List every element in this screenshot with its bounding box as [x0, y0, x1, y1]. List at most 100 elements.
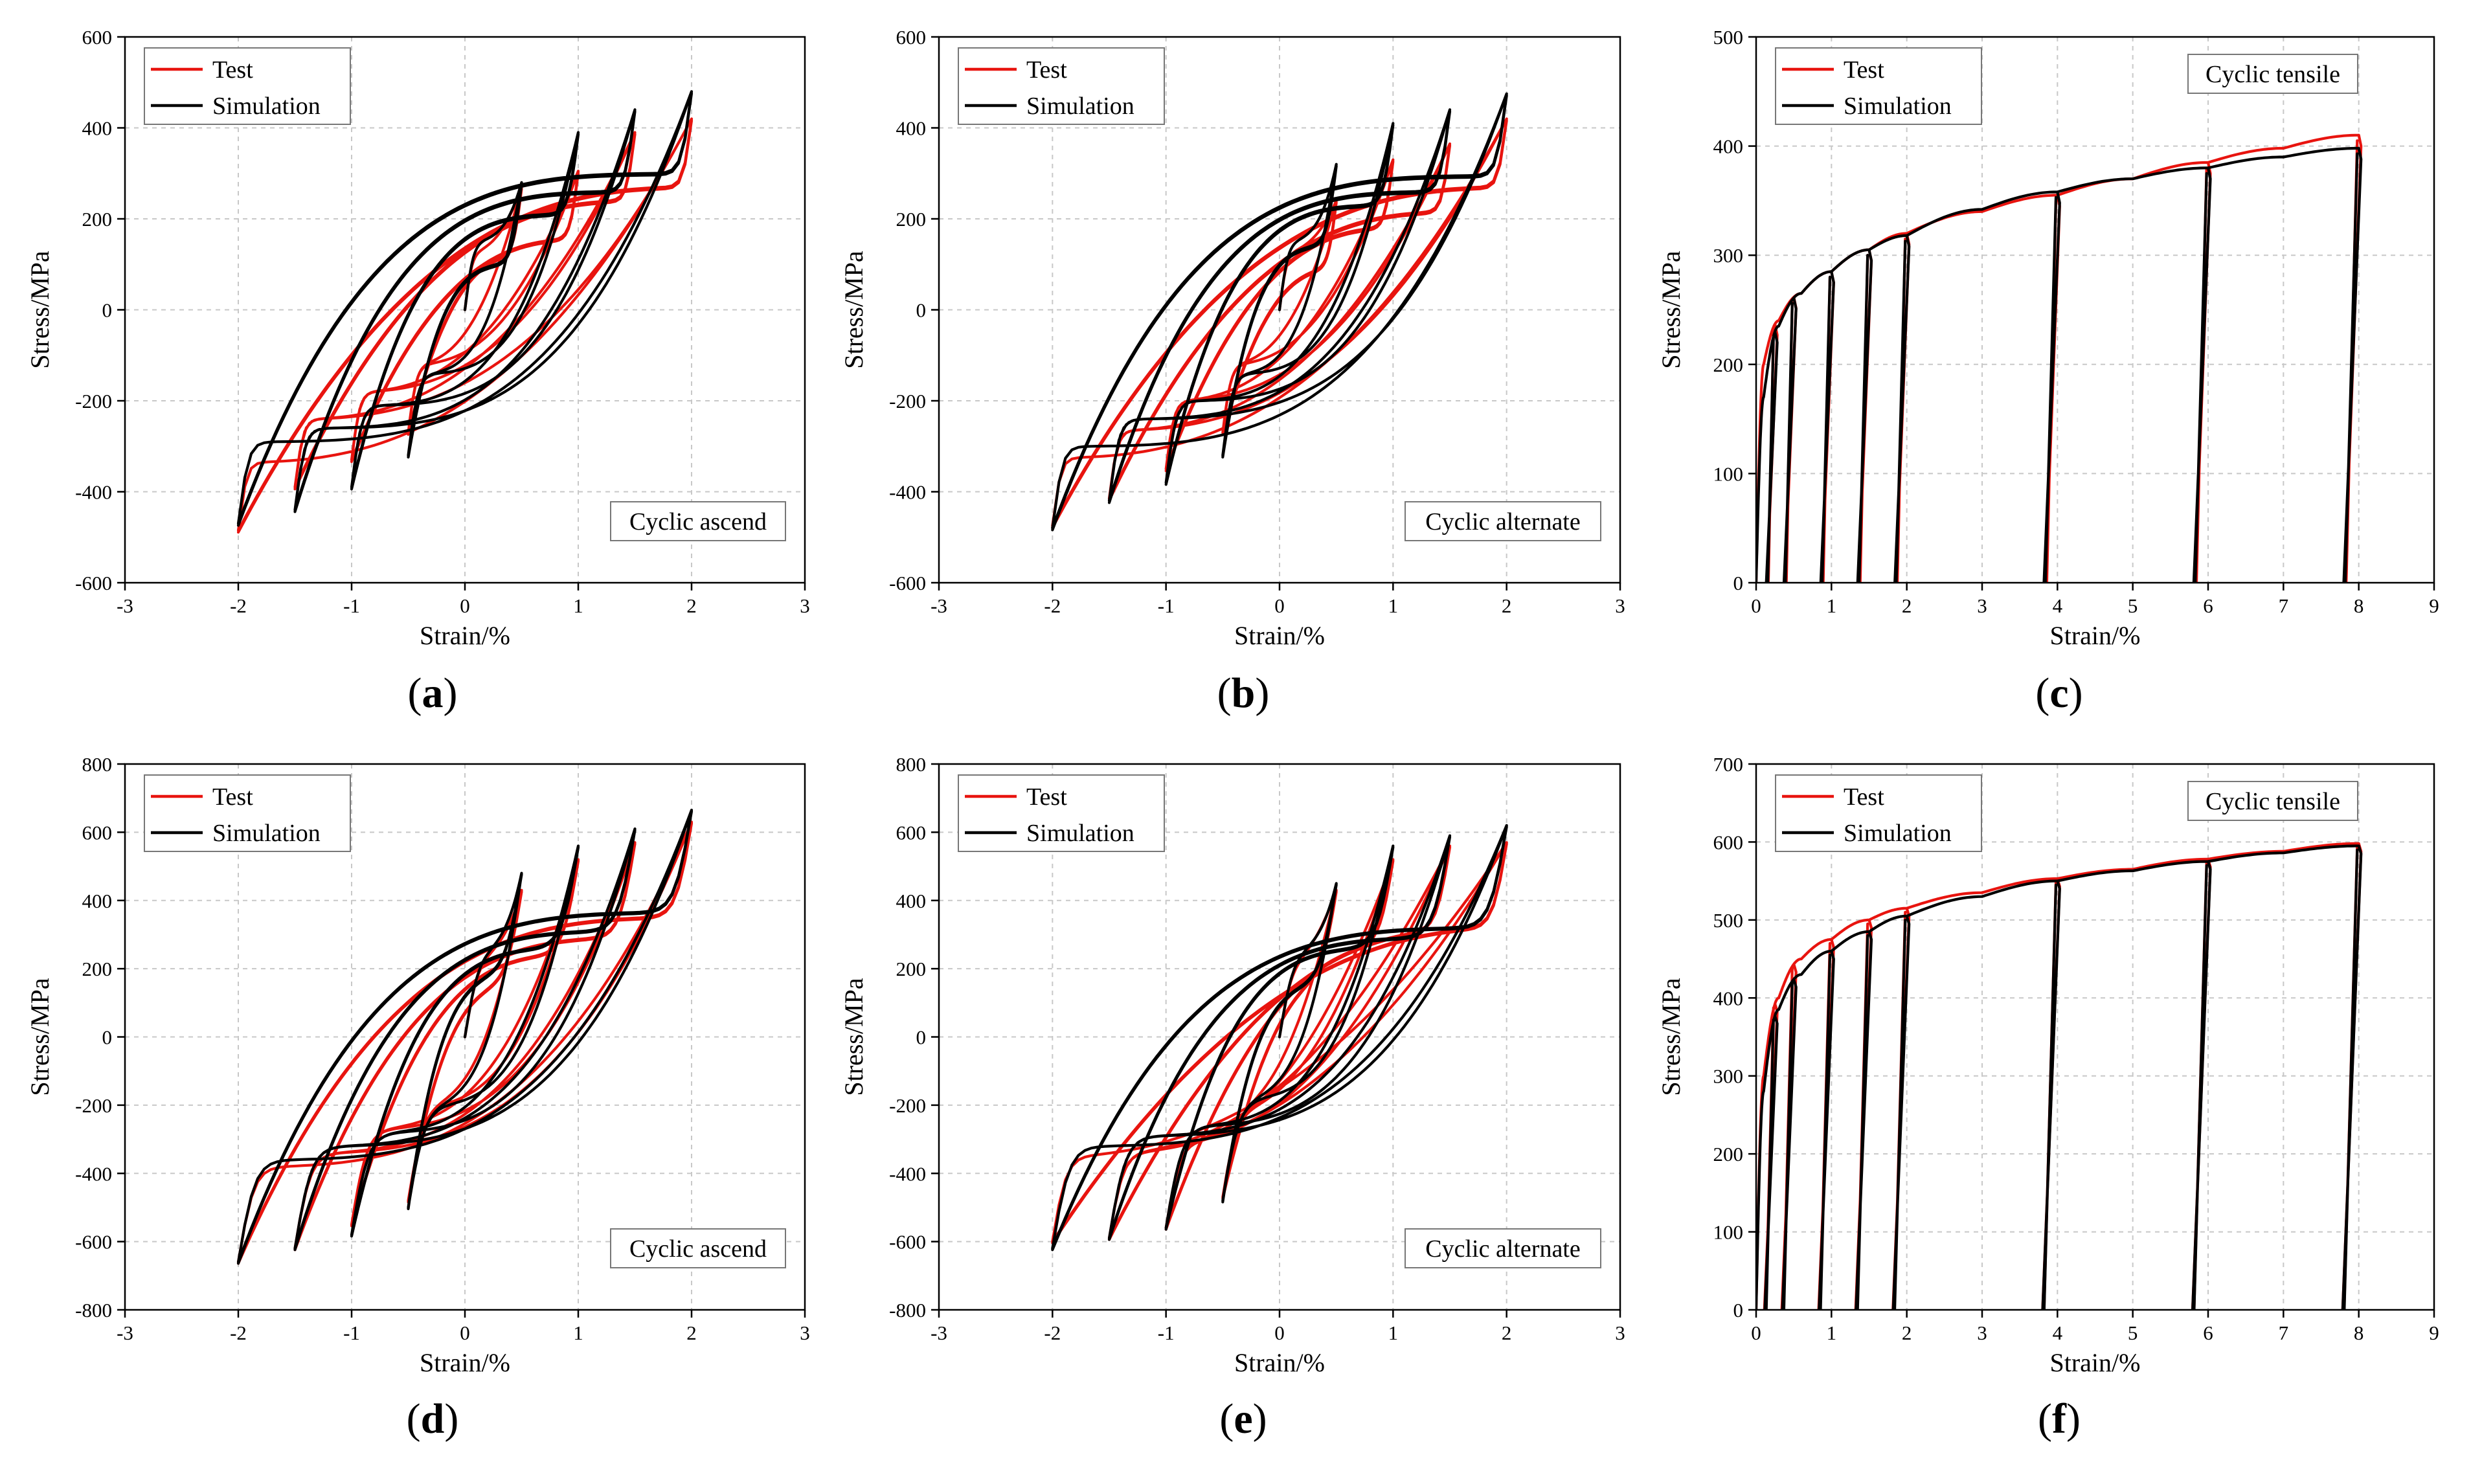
panel-label-paren-close: ) — [444, 669, 458, 717]
x-axis-title: Strain/% — [420, 621, 510, 650]
legend-label-simulation: Simulation — [1026, 820, 1134, 847]
annotation-label: Cyclic tensile — [2206, 788, 2340, 815]
annotation-label: Cyclic tensile — [2206, 61, 2340, 88]
x-tick-label: 5 — [2128, 1321, 2138, 1344]
annotation-box — [610, 1228, 786, 1268]
x-tick-label: -2 — [1044, 594, 1061, 617]
y-tick-label: 400 — [1713, 987, 1744, 1009]
x-tick-label: 2 — [1902, 1321, 1912, 1344]
y-tick-label: 800 — [896, 753, 927, 776]
legend-box — [144, 774, 351, 852]
y-tick-label: 400 — [896, 890, 927, 912]
y-tick-label: -200 — [75, 1094, 112, 1117]
y-axis-title: Stress/MPa — [1656, 251, 1686, 368]
x-tick-label: -3 — [931, 1321, 947, 1344]
legend-label-test: Test — [212, 56, 253, 84]
panel-label-letter: f — [2052, 1395, 2067, 1443]
legend: Test Simulation — [958, 774, 1165, 852]
annotation-box — [2187, 781, 2358, 821]
y-tick-label: 500 — [1713, 909, 1744, 932]
y-tick-label: 400 — [82, 890, 113, 912]
legend: Test Simulation — [144, 774, 351, 852]
panel-label-paren-close: ) — [1253, 1395, 1267, 1443]
annotation-label: Cyclic ascend — [629, 508, 767, 535]
x-tick-label: -1 — [343, 594, 360, 617]
x-tick-label: 0 — [460, 1321, 470, 1344]
series-line-simulation — [1756, 146, 2363, 583]
plot-area — [1051, 92, 1508, 532]
chart-panel-c: 0 1 2 3 4 5 6 7 8 9 0 100 200 300 400 500 Strain/% Stress… — [1656, 26, 2439, 717]
panel-label-letter: c — [2049, 669, 2068, 717]
x-tick-label: 3 — [1615, 1321, 1625, 1344]
y-tick-label: 600 — [1713, 831, 1744, 853]
x-tick-label: 8 — [2354, 594, 2364, 617]
panel-label-paren-open: ( — [2038, 1395, 2052, 1443]
series-line-simulation — [1051, 824, 1508, 1252]
legend-label-simulation: Simulation — [1844, 93, 1952, 120]
series-line-simulation — [236, 90, 694, 527]
y-tick-label: -800 — [75, 1299, 112, 1321]
x-axis-title: Strain/% — [1234, 621, 1325, 650]
x-tick-label: 9 — [2429, 594, 2439, 617]
chart-panel-d: -3 -2 -1 0 1 2 3 -800 -600 -400 -200 0 200 400 600 800 S… — [25, 753, 810, 1443]
annotation-box — [1405, 501, 1601, 541]
plot-area — [1051, 824, 1508, 1252]
plot-area — [236, 90, 694, 534]
y-tick-label: 200 — [82, 958, 113, 980]
annotation: Cyclic alternate — [1405, 1228, 1601, 1268]
y-tick-label: 0 — [1733, 1299, 1744, 1321]
y-tick-label: -400 — [889, 481, 926, 504]
annotation-box — [2187, 54, 2358, 94]
y-tick-label: -600 — [75, 572, 112, 594]
y-tick-label: 800 — [82, 753, 113, 776]
x-tick-label: -2 — [1044, 1321, 1061, 1344]
x-tick-label: 0 — [1751, 1321, 1761, 1344]
panel-label: (d) — [407, 1395, 459, 1443]
y-tick-label: 400 — [896, 117, 927, 140]
y-axis-title: Stress/MPa — [839, 978, 868, 1096]
x-tick-label: 4 — [2053, 594, 2063, 617]
legend-label-test: Test — [1026, 56, 1067, 84]
legend-label-test: Test — [1844, 783, 1884, 811]
x-tick-label: 7 — [2279, 1321, 2289, 1344]
annotation-box — [610, 501, 786, 541]
x-axis-title: Strain/% — [1234, 1348, 1325, 1377]
annotation: Cyclic tensile — [2187, 54, 2358, 94]
panel-label-paren-close: ) — [2066, 1395, 2081, 1443]
panel-label: (a) — [408, 669, 458, 717]
y-tick-label: 300 — [1713, 1065, 1744, 1088]
y-tick-label: -200 — [889, 1094, 926, 1117]
x-tick-label: -1 — [343, 1321, 360, 1344]
y-tick-label: 0 — [102, 1026, 113, 1049]
x-tick-label: 1 — [1827, 594, 1837, 617]
x-axis-title: Strain/% — [2050, 1348, 2141, 1377]
panel-label: (f) — [2038, 1395, 2081, 1443]
x-tick-label: 3 — [800, 594, 810, 617]
x-tick-label: 9 — [2429, 1321, 2439, 1344]
annotation-label: Cyclic ascend — [629, 1235, 767, 1263]
y-tick-label: -600 — [75, 1231, 112, 1254]
panel-label-paren-close: ) — [444, 1395, 458, 1443]
y-tick-label: 200 — [82, 208, 113, 230]
x-tick-label: 3 — [1615, 594, 1625, 617]
x-tick-label: -2 — [230, 1321, 247, 1344]
y-tick-label: -800 — [889, 1299, 926, 1321]
annotation: Cyclic tensile — [2187, 781, 2358, 821]
y-tick-label: 600 — [896, 26, 927, 49]
legend-label-simulation: Simulation — [212, 820, 321, 847]
x-tick-label: 3 — [1977, 1321, 1987, 1344]
y-tick-label: 0 — [102, 299, 113, 322]
y-tick-label: -200 — [75, 390, 112, 412]
x-tick-label: 2 — [686, 594, 697, 617]
y-tick-label: 100 — [1713, 1221, 1744, 1244]
legend-box — [958, 47, 1165, 125]
panel-label-letter: e — [1234, 1395, 1252, 1443]
plot-area — [1756, 133, 2363, 583]
y-tick-label: 0 — [916, 1026, 927, 1049]
y-tick-label: 600 — [896, 821, 927, 844]
y-tick-label: 500 — [1713, 26, 1744, 49]
y-tick-label: 600 — [82, 821, 113, 844]
legend-label-test: Test — [1844, 56, 1884, 84]
x-tick-label: 8 — [2354, 1321, 2364, 1344]
